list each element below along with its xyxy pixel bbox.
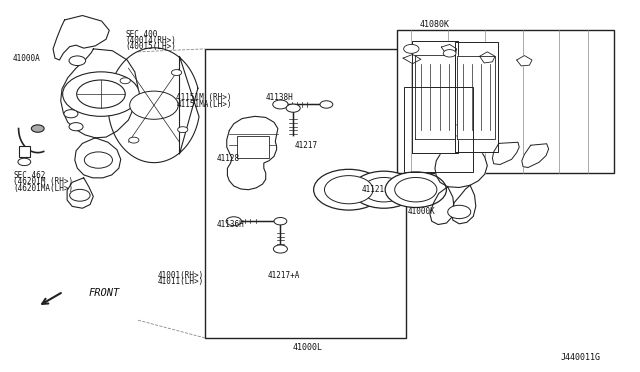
Circle shape	[31, 125, 44, 132]
Circle shape	[18, 158, 31, 166]
Text: (46201M (RH>): (46201M (RH>)	[13, 177, 74, 186]
Circle shape	[273, 245, 287, 253]
Polygon shape	[522, 144, 548, 167]
Bar	[404, 87, 473, 172]
Circle shape	[274, 218, 287, 225]
Polygon shape	[479, 52, 495, 63]
Circle shape	[352, 171, 416, 208]
Circle shape	[63, 72, 140, 116]
Circle shape	[273, 100, 288, 109]
Polygon shape	[53, 16, 109, 60]
Polygon shape	[435, 116, 487, 187]
Circle shape	[444, 49, 456, 57]
Text: 41000L: 41000L	[292, 343, 322, 352]
Text: 41000A: 41000A	[12, 54, 40, 62]
Bar	[19, 146, 30, 157]
Circle shape	[452, 124, 474, 137]
Text: 41151M (RH>): 41151M (RH>)	[176, 93, 232, 102]
Polygon shape	[430, 187, 454, 225]
Text: 41217: 41217	[294, 141, 317, 150]
Text: 41011(LH>): 41011(LH>)	[157, 278, 204, 286]
Polygon shape	[442, 44, 457, 56]
Polygon shape	[67, 178, 93, 208]
Polygon shape	[458, 55, 495, 139]
Polygon shape	[403, 54, 421, 64]
Text: (40015(LH>): (40015(LH>)	[125, 42, 176, 51]
Circle shape	[130, 91, 178, 119]
Text: 41001(RH>): 41001(RH>)	[157, 271, 204, 280]
Circle shape	[404, 44, 419, 53]
Polygon shape	[455, 42, 498, 152]
Polygon shape	[108, 48, 199, 163]
Circle shape	[69, 123, 83, 131]
Text: SEC.462: SEC.462	[13, 171, 46, 180]
Polygon shape	[61, 49, 138, 138]
Polygon shape	[227, 116, 278, 190]
Circle shape	[77, 80, 125, 108]
Bar	[237, 136, 269, 158]
Text: 41121: 41121	[362, 185, 385, 194]
Circle shape	[395, 177, 437, 202]
Polygon shape	[415, 55, 455, 139]
Text: FRONT: FRONT	[89, 288, 120, 298]
Circle shape	[314, 169, 384, 210]
Bar	[397, 31, 614, 173]
Circle shape	[84, 152, 113, 168]
Text: 41080K: 41080K	[420, 20, 450, 29]
Circle shape	[448, 205, 470, 219]
Polygon shape	[516, 55, 532, 66]
Text: 41138H: 41138H	[266, 93, 294, 102]
Text: 41128: 41128	[216, 154, 239, 163]
Bar	[205, 49, 406, 338]
Text: 41136H: 41136H	[216, 221, 244, 230]
Text: 41000K: 41000K	[408, 207, 435, 216]
Circle shape	[64, 110, 78, 118]
Circle shape	[70, 189, 90, 201]
Circle shape	[129, 137, 139, 143]
Polygon shape	[452, 185, 476, 224]
Circle shape	[226, 217, 241, 226]
Circle shape	[286, 104, 300, 112]
Circle shape	[178, 127, 188, 132]
Polygon shape	[75, 138, 121, 178]
Text: SEC.400: SEC.400	[125, 29, 157, 39]
Circle shape	[363, 177, 405, 202]
Text: (40014(RH>): (40014(RH>)	[125, 36, 176, 45]
Text: 41217+A: 41217+A	[268, 271, 300, 280]
Circle shape	[120, 78, 131, 84]
Polygon shape	[412, 41, 458, 153]
Text: J440011G: J440011G	[561, 353, 601, 362]
Polygon shape	[492, 142, 519, 164]
Text: (46201MA(LH>): (46201MA(LH>)	[13, 184, 74, 193]
Polygon shape	[368, 179, 422, 201]
Circle shape	[324, 176, 373, 204]
Circle shape	[172, 70, 182, 76]
Circle shape	[69, 56, 86, 65]
Circle shape	[385, 172, 447, 208]
Circle shape	[320, 101, 333, 108]
Text: 41151MA(LH>): 41151MA(LH>)	[176, 100, 232, 109]
